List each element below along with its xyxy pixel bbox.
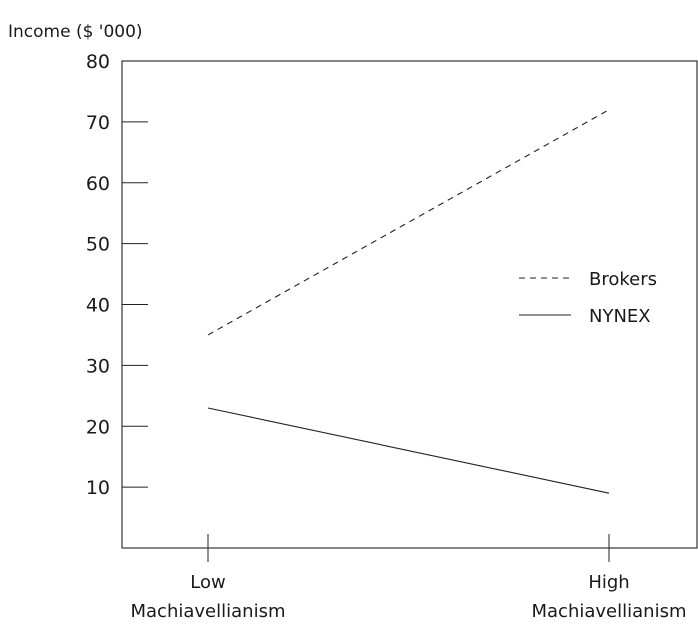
legend: Brokers NYNEX	[519, 269, 657, 327]
y-tick-label: 10	[86, 477, 110, 499]
y-tick-label: 50	[86, 234, 110, 256]
x-axis-ticks: Low Machiavellianism High Machiavellianism	[131, 534, 687, 622]
y-tick-label: 70	[86, 112, 110, 134]
plot-frame	[121, 60, 698, 549]
series-line-nynex	[207, 407, 610, 494]
x-category-label: High Machiavellianism	[532, 572, 687, 622]
y-axis-label: Income ($ '000)	[8, 22, 143, 42]
y-tick-label: 20	[86, 416, 110, 438]
series-line-brokers	[207, 109, 610, 336]
series-lines	[207, 109, 610, 494]
y-tick-label: 30	[86, 355, 110, 377]
legend-label-nynex: NYNEX	[589, 306, 651, 327]
y-tick-label: 80	[86, 51, 110, 73]
plot-area-border	[121, 60, 698, 549]
y-tick-label: 40	[86, 295, 110, 317]
legend-label-brokers: Brokers	[589, 269, 657, 290]
y-axis-ticks: 10 20 30 40 50 60 70 80	[86, 51, 148, 499]
x-category-label: Low Machiavellianism	[131, 572, 286, 622]
y-tick-label: 60	[86, 173, 110, 195]
